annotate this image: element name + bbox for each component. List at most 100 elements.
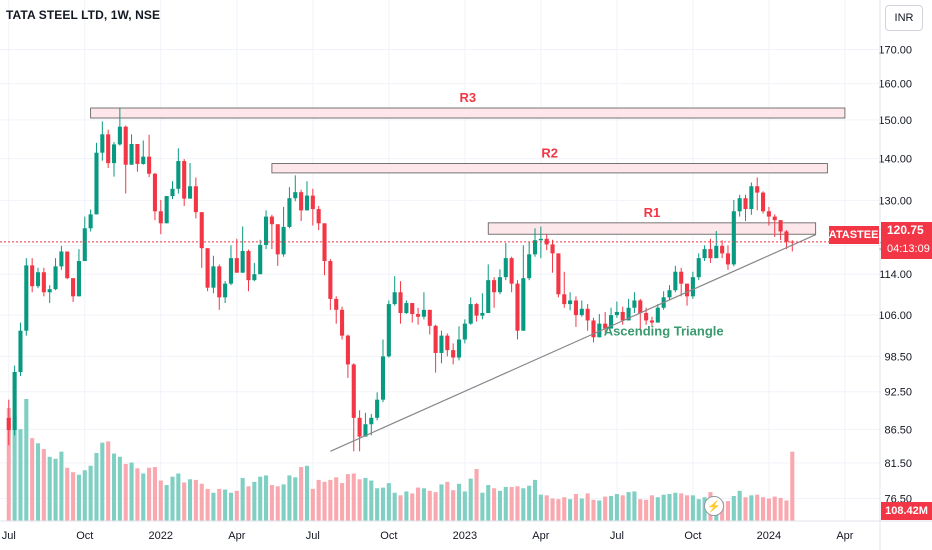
volume-bar — [655, 497, 660, 521]
y-tick-label: 86.50 — [884, 424, 912, 436]
candle-body — [392, 292, 397, 305]
candle-body — [784, 231, 789, 242]
candle-body — [299, 192, 304, 211]
candle-body — [433, 325, 438, 353]
volume-bar — [585, 493, 590, 521]
zone-label-r1: R1 — [644, 205, 661, 220]
volume-bar — [474, 468, 479, 521]
volume-bar — [743, 497, 748, 521]
candle-body — [544, 238, 549, 245]
volume-bar — [421, 488, 426, 521]
trendline[interactable] — [330, 234, 816, 452]
candle-body — [240, 251, 245, 273]
volume-bar — [772, 496, 777, 521]
y-tick-label: 92.50 — [884, 387, 912, 399]
volume-bars — [6, 399, 795, 521]
volume-bar — [129, 462, 134, 521]
volume-bar — [532, 479, 538, 521]
candle-body — [369, 417, 374, 425]
volume-bar — [480, 492, 485, 521]
candle-body — [456, 339, 462, 358]
volume-bar — [416, 487, 421, 521]
candle-body — [351, 364, 356, 418]
volume-bar — [521, 488, 526, 521]
volume-bar — [439, 484, 444, 521]
candle-body — [328, 261, 333, 299]
volume-bar — [71, 472, 76, 521]
volume-bar — [30, 438, 35, 521]
candle-body — [363, 424, 368, 437]
volume-bar — [205, 488, 210, 521]
candle-body — [334, 298, 339, 310]
candle-body — [293, 192, 298, 199]
candle-body — [503, 258, 508, 278]
y-tick-label: 130.00 — [878, 195, 912, 207]
candle-body — [644, 312, 649, 321]
y-tick-label: 160.00 — [878, 79, 912, 91]
candle-body — [82, 228, 87, 262]
currency-button[interactable]: INR — [885, 5, 923, 31]
candle-body — [579, 308, 584, 316]
candle-body — [234, 258, 239, 273]
candle-body — [480, 312, 485, 316]
symbol-title[interactable]: TATA STEEL LTD, 1W, NSE — [6, 8, 161, 22]
volume-bar — [375, 488, 380, 521]
candle-body — [737, 198, 742, 212]
volume-bar — [427, 490, 432, 521]
candle-body — [772, 216, 777, 221]
candle-body — [649, 320, 655, 323]
candle-body — [135, 144, 140, 164]
volume-bar — [351, 473, 356, 521]
volume-bar — [53, 458, 58, 521]
candle-body — [88, 214, 93, 229]
candle-body — [445, 335, 450, 351]
lightning-icon[interactable]: ⚡ — [704, 496, 724, 516]
volume-bar — [568, 499, 573, 521]
volume-bar — [725, 501, 731, 521]
volume-bar — [667, 494, 672, 521]
volume-bar — [538, 494, 543, 521]
volume-bar — [684, 495, 690, 521]
candle-body — [106, 134, 111, 164]
volume-bar — [778, 497, 783, 521]
volume-bar — [562, 497, 567, 521]
candle-body — [696, 258, 701, 278]
volume-bar — [357, 479, 362, 521]
candle-body — [193, 186, 198, 213]
candle-body — [439, 335, 444, 353]
y-tick-label: 114.00 — [879, 269, 912, 281]
volume-bar — [591, 499, 596, 521]
candle-body — [497, 277, 502, 293]
candle-body — [164, 196, 169, 224]
volume-bar — [363, 477, 368, 521]
volume-bar — [661, 494, 666, 521]
volume-bar — [731, 495, 736, 521]
volume-bar — [755, 494, 760, 521]
volume-bar — [228, 492, 234, 521]
volume-bar — [626, 492, 631, 521]
candle-body — [673, 271, 678, 291]
x-tick-label: Apr — [532, 530, 549, 542]
candle-body — [94, 152, 99, 215]
volume-bar — [100, 442, 105, 521]
volume-bar — [492, 488, 497, 521]
candle-body — [170, 188, 175, 197]
volume-bar — [287, 475, 292, 521]
candle-body — [65, 251, 70, 279]
y-tick-label: 170.00 — [878, 45, 912, 57]
candle-body — [725, 253, 731, 265]
volume-bar — [749, 495, 754, 521]
volume-bar — [6, 407, 11, 521]
volume-bar — [141, 473, 146, 521]
volume-bar — [94, 452, 99, 521]
candle-body — [603, 323, 608, 329]
candle-body — [375, 399, 380, 418]
volume-bar — [18, 429, 23, 521]
candle-body — [486, 280, 491, 313]
volume-bar — [223, 489, 228, 521]
volume-bar — [65, 467, 70, 521]
y-tick-label: 98.50 — [884, 351, 912, 363]
candle-body — [304, 195, 310, 211]
candle-body — [608, 315, 614, 329]
